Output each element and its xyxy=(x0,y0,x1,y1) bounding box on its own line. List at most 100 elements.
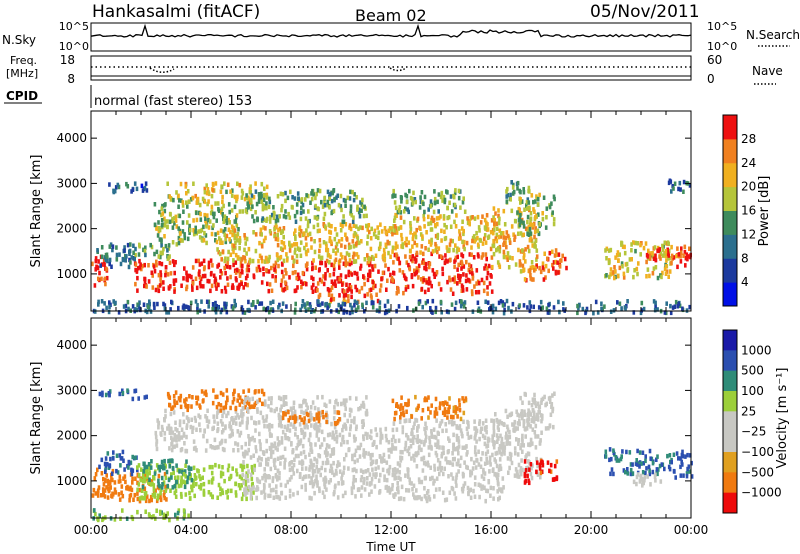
nave-dip-2 xyxy=(389,67,407,72)
velocity-colorbar-swatch xyxy=(723,391,737,412)
date-title: 05/Nov/2011 xyxy=(590,2,700,22)
power-region-4 xyxy=(129,242,171,262)
power-region-13 xyxy=(391,188,467,215)
velocity-colorbar: 1000 500 100 25 −25 −100 −500 −1000 Velocity [m… xyxy=(722,329,790,514)
velocity-colorbar-tick: −1000 xyxy=(741,486,782,500)
nsky-tick-bottom: 10^0 xyxy=(59,40,89,53)
freq-frame xyxy=(90,55,692,81)
velocity-region-17 xyxy=(632,472,663,488)
velocity-colorbar-swatch xyxy=(723,350,737,372)
power-region-21 xyxy=(667,178,692,194)
velocity-colorbar-swatch xyxy=(723,431,737,453)
power-colorbar-swatch xyxy=(723,138,737,164)
power-region-19 xyxy=(604,240,673,281)
power-colorbar-swatch xyxy=(723,162,737,188)
freq-label: Freq. xyxy=(10,54,37,67)
velocity-region-15 xyxy=(523,458,559,486)
velocity-y-axis: 1000 2000 3000 4000 xyxy=(56,338,691,488)
power-region-17 xyxy=(522,261,548,283)
velocity-region-7 xyxy=(166,388,267,413)
freq-panel: Freq. [MHz] 18 8 60 0 Nave xyxy=(6,53,783,86)
velocity-colorbar-swatch xyxy=(723,472,737,494)
velocity-region-12 xyxy=(391,394,468,422)
nsky-tick-top: 10^5 xyxy=(59,20,89,33)
power-region-8 xyxy=(216,222,393,265)
velocity-colorbar-tick: 500 xyxy=(741,364,764,378)
velocity-colorbar-label: Velocity [m s⁻¹] xyxy=(775,368,790,469)
power-colorbar-label: Power [dB] xyxy=(757,176,772,247)
velocity-colorbar-swatch xyxy=(723,411,737,433)
nsearch-tick-top: 10^5 xyxy=(707,20,737,33)
x-tick-label: 00:00 xyxy=(74,523,109,537)
power-region-23 xyxy=(92,298,691,316)
velocity-colorbar-tick: −500 xyxy=(741,465,774,479)
y-tick-label: 1000 xyxy=(56,474,87,488)
power-region-3 xyxy=(133,258,219,294)
nsky-label: N.Sky xyxy=(2,33,36,47)
power-panel: 1000 2000 3000 4000 Slant Range [km] xyxy=(29,110,692,316)
y-tick-label: 2000 xyxy=(56,429,87,443)
power-region-1 xyxy=(96,242,137,270)
nsearch-label: N.Search xyxy=(746,28,800,42)
x-tick-label: 00:00 xyxy=(674,523,709,537)
velocity-colorbar-tick: 25 xyxy=(741,404,756,418)
power-colorbar-swatch xyxy=(723,234,737,259)
power-region-9 xyxy=(241,188,368,224)
velocity-region-14 xyxy=(516,391,556,431)
cpid-label: CPID xyxy=(6,89,38,103)
power-colorbar-tick: 24 xyxy=(741,156,756,170)
power-region-12 xyxy=(391,212,494,256)
x-tick-label: 20:00 xyxy=(574,523,609,537)
x-tick-label: 08:00 xyxy=(274,523,309,537)
power-colorbar-tick: 12 xyxy=(741,227,756,241)
power-x-ticks xyxy=(90,111,692,311)
power-colorbar-tick: 16 xyxy=(741,204,756,218)
velocity-region-8 xyxy=(241,426,394,501)
velocity-colorbar-tick: 1000 xyxy=(741,343,772,357)
power-region-7 xyxy=(216,260,394,294)
velocity-colorbar-swatch xyxy=(723,330,737,351)
power-colorbar-tick: 28 xyxy=(741,132,756,146)
y-tick-label: 4000 xyxy=(56,338,87,352)
beam-title: Beam 02 xyxy=(355,6,427,25)
y-tick-label: 1000 xyxy=(56,267,87,281)
nsearch-tick-bottom: 10^0 xyxy=(707,40,737,53)
velocity-region-16 xyxy=(604,447,676,477)
power-colorbar: 4 8 12 16 20 24 28 Power [dB] xyxy=(722,114,772,307)
velocity-region-18 xyxy=(674,449,694,480)
power-y-axis: 1000 2000 3000 4000 xyxy=(56,131,691,281)
velocity-region-2 xyxy=(98,449,139,477)
velocity-cells xyxy=(91,388,694,523)
nave-label: Nave xyxy=(752,64,783,78)
x-tick-label: 12:00 xyxy=(374,523,409,537)
power-colorbar-swatch xyxy=(723,210,737,235)
freq-tick-bottom: 8 xyxy=(67,72,75,86)
power-region-20 xyxy=(645,247,681,265)
power-region-11 xyxy=(391,251,494,297)
power-colorbar-swatch xyxy=(723,282,737,307)
velocity-region-0 xyxy=(91,467,115,498)
power-colorbar-tick: 4 xyxy=(741,275,749,289)
velocity-region-3 xyxy=(98,388,148,402)
velocity-ylabel: Slant Range [km] xyxy=(29,362,44,475)
velocity-colorbar-tick: −25 xyxy=(741,425,766,439)
y-tick-label: 3000 xyxy=(56,176,87,190)
velocity-colorbar-tick: −100 xyxy=(741,445,774,459)
power-region-2 xyxy=(108,181,149,195)
velocity-region-5 xyxy=(141,458,194,490)
power-colorbar-swatch xyxy=(723,186,737,211)
power-colorbar-swatch xyxy=(723,115,737,140)
velocity-colorbar-swatch xyxy=(723,452,737,473)
y-tick-label: 3000 xyxy=(56,383,87,397)
y-tick-label: 4000 xyxy=(56,131,87,145)
x-tick-label: 16:00 xyxy=(474,523,509,537)
velocity-region-10 xyxy=(281,409,341,427)
power-colorbar-swatch xyxy=(723,258,737,283)
y-tick-label: 2000 xyxy=(56,222,87,236)
station-title: Hankasalmi (fitACF) xyxy=(92,2,260,22)
velocity-colorbar-swatch xyxy=(723,370,737,392)
velocity-colorbar-swatch xyxy=(723,492,737,514)
nsky-trace xyxy=(90,23,692,38)
power-ylabel: Slant Range [km] xyxy=(29,155,44,268)
